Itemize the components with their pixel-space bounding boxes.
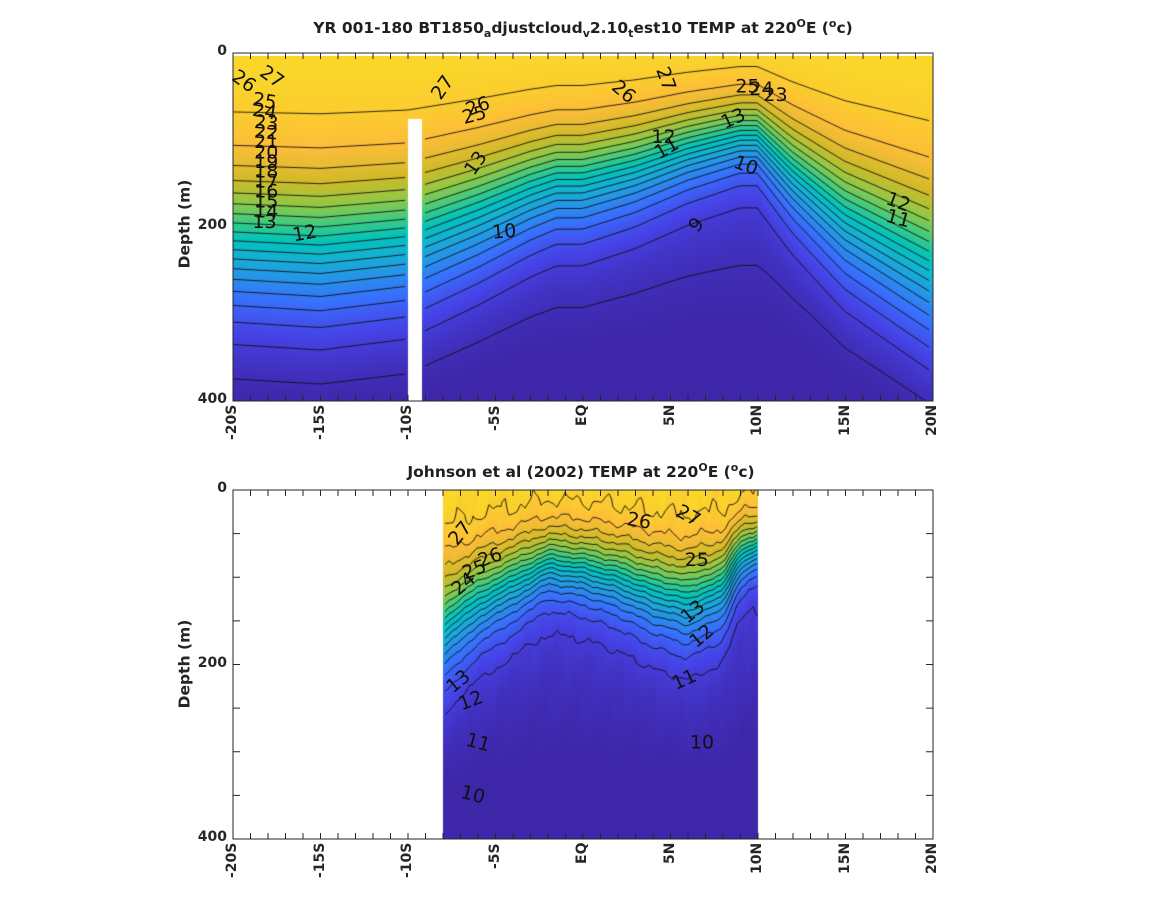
x-tick-label: -5S [486, 405, 503, 431]
contour-label: 21 [254, 131, 278, 153]
contour-label: 27 [427, 71, 459, 103]
contour-label: 9 [684, 213, 709, 236]
y-tick-label: 200 [197, 217, 227, 233]
contour-label: 11 [884, 205, 913, 233]
plot-frame [232, 489, 934, 840]
contour-label: 16 [254, 181, 278, 203]
bottom-chart-title: Johnson et al (2002) TEMP at 220OE (oc) [407, 461, 754, 481]
title-fragment: E ( [707, 463, 731, 481]
contour-label: 26 [625, 508, 653, 534]
contour-label: 23 [253, 111, 279, 135]
contour-label: 17 [254, 170, 278, 192]
x-tick-label: 20N [924, 405, 940, 437]
contour-label: 20 [254, 142, 278, 164]
y-tick-label: 0 [217, 43, 227, 59]
x-tick-label: -20S [224, 843, 240, 879]
contour-label: 12 [291, 221, 319, 247]
contour-label: 18 [254, 161, 278, 183]
title-fragment: v [582, 27, 590, 40]
contour-label: 12 [651, 126, 675, 148]
contour-label: 26 [607, 76, 640, 108]
x-tick-label: -5S [486, 843, 503, 869]
contour-label: 11 [464, 729, 493, 757]
x-tick-label: -15S [311, 405, 328, 441]
title-fragment: o [730, 461, 739, 474]
contour-label: 14 [254, 201, 278, 223]
contour-label: 25 [251, 88, 279, 114]
y-tick-label: 200 [197, 654, 227, 671]
contour-label: 13 [252, 211, 276, 233]
contour-label: 10 [491, 220, 517, 244]
contour-label: 27 [672, 500, 704, 531]
x-tick-label: EQ [574, 405, 590, 427]
contour-label: 24 [749, 78, 773, 100]
title-fragment: O [796, 17, 806, 30]
title-fragment: c) [738, 463, 755, 481]
contour-label: 24 [251, 99, 279, 125]
top-chart-title: YR 001-180 BT1850adjustcloudv2.10test10 … [313, 17, 852, 40]
bottom-temperature-field [233, 490, 933, 839]
title-fragment: djustcloud [491, 19, 583, 37]
y-tick-label: 400 [197, 829, 227, 845]
title-fragment: E ( [805, 19, 829, 37]
x-tick-label: -20S [224, 405, 240, 441]
x-tick-label: 5N [661, 405, 678, 427]
top-temperature-field [233, 56, 933, 401]
contour-label: 27 [444, 517, 476, 550]
contour-label: 15 [254, 190, 278, 212]
x-tick-label: -10S [399, 405, 415, 441]
x-tick-label: 10N [749, 405, 765, 437]
contour-label: 13 [718, 104, 749, 134]
contour-label: 27 [256, 61, 288, 93]
title-fragment: a [483, 27, 492, 40]
x-tick-label: 20N [924, 843, 940, 875]
contour-label: 22 [253, 121, 279, 145]
contour-label: 19 [254, 151, 278, 173]
x-tick-label: 5N [661, 843, 678, 865]
x-tick-label: 10N [749, 843, 765, 875]
contour-label: 27 [651, 64, 680, 94]
title-fragment: t [628, 27, 634, 40]
contour-label: 10 [458, 781, 487, 809]
title-fragment: o [828, 17, 837, 30]
contour-label: 10 [690, 732, 714, 754]
contour-label: 23 [763, 84, 787, 106]
contour-label: 25 [685, 549, 709, 571]
x-tick-label: -15S [311, 843, 328, 879]
y-tick-label: 0 [217, 480, 227, 496]
title-fragment: O [698, 461, 708, 474]
plot-frame [232, 52, 934, 402]
x-tick-label: EQ [574, 843, 590, 865]
title-fragment: est10 TEMP at 220 [633, 19, 797, 37]
title-fragment: 2.10 [589, 19, 629, 37]
contour-label: 11 [669, 665, 700, 695]
x-tick-label: -10S [399, 843, 415, 879]
title-fragment: c) [836, 19, 853, 37]
x-tick-label: 15N [836, 843, 853, 875]
title-fragment: YR 001-180 BT1850 [313, 19, 484, 37]
x-tick-label: 15N [836, 405, 853, 437]
y-tick-label: 400 [197, 391, 227, 407]
contour-label: 25 [735, 75, 759, 97]
contour-label: 10 [731, 151, 761, 180]
title-fragment: Johnson et al (2002) TEMP at 220 [407, 463, 699, 481]
contour-label: 13 [460, 147, 492, 179]
